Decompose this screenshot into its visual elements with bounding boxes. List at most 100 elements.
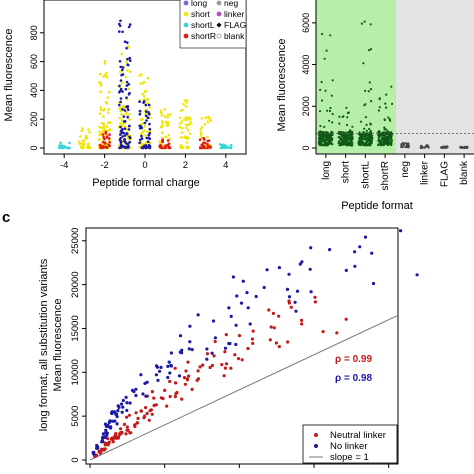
point-neutral-linker xyxy=(152,403,156,407)
legend-label-neutral-linker: Neutral linker xyxy=(330,430,386,441)
panel-top-right-point xyxy=(404,142,407,145)
panel-top-right-point xyxy=(466,146,469,150)
panel-top-right-point xyxy=(329,141,332,145)
panel-top-right-point xyxy=(389,142,392,145)
panel-top-left-point xyxy=(118,103,121,107)
point-no-linker xyxy=(113,419,117,423)
point-no-linker xyxy=(344,268,348,272)
panel-top-right-point xyxy=(386,130,389,133)
point-neutral-linker xyxy=(201,363,205,367)
panel-top-right-point xyxy=(351,135,354,138)
panel-top-left-point xyxy=(167,142,171,146)
panel-top-right-point xyxy=(389,119,392,122)
panel-top-left-xlabel: Peptide formal charge xyxy=(92,177,200,189)
point-no-linker xyxy=(308,267,312,271)
panel-top-right-point xyxy=(365,123,368,126)
point-neutral-linker xyxy=(187,374,191,378)
panel-top-left-point xyxy=(119,122,122,125)
panel-top-left-point xyxy=(182,136,186,139)
panel-top-right-point xyxy=(331,79,334,82)
panel-top-left-xtick-label: 2 xyxy=(183,160,188,171)
panel-top-left-point xyxy=(229,146,233,150)
point-neutral-linker xyxy=(180,397,184,401)
point-no-linker xyxy=(101,432,105,436)
panel-top-left-point xyxy=(118,84,121,88)
point-neutral-linker xyxy=(286,340,290,344)
panel-top-left-point xyxy=(127,144,130,148)
point-neutral-linker xyxy=(223,366,227,370)
panel-top-right-point xyxy=(346,116,349,119)
panel-top-left-point xyxy=(119,65,122,69)
point-neutral-linker xyxy=(240,358,244,362)
panel-top-right-point xyxy=(378,138,381,141)
legend-label-shortl: shortL xyxy=(191,20,215,30)
panel-top-left-point xyxy=(186,129,190,132)
panel-top-left-point xyxy=(142,82,145,85)
panel-top-left-point xyxy=(143,125,147,128)
panel-top-left-point xyxy=(121,128,124,131)
panel-top-left-point xyxy=(125,105,128,109)
panel-top-left-point xyxy=(59,141,62,145)
panel-top-left-point xyxy=(99,108,103,111)
panel-top-left-point xyxy=(142,100,146,103)
point-no-linker xyxy=(265,268,269,272)
panel-top-right-point xyxy=(345,123,349,127)
panel-top-right-point xyxy=(361,140,364,143)
panel-top-left-point xyxy=(168,146,172,149)
panel-top-right-point xyxy=(329,131,333,134)
point-no-linker xyxy=(371,281,376,286)
point-neutral-linker xyxy=(213,339,217,344)
panel-top-right-point xyxy=(358,133,361,136)
point-no-linker xyxy=(91,451,95,455)
panel-top-left-point xyxy=(104,73,107,77)
panel-top-right-point xyxy=(459,146,462,149)
point-neutral-linker xyxy=(344,317,348,321)
panel-top-right-point xyxy=(364,89,367,92)
point-no-linker xyxy=(169,364,173,368)
legend-dot-no-linker xyxy=(314,444,318,448)
panel-top-right-point xyxy=(324,89,327,92)
panel-top-left-point xyxy=(128,59,132,62)
point-no-linker xyxy=(370,251,374,255)
panel-bottom-legend: Neutral linker No linker slope = 1 xyxy=(302,424,398,464)
panel-top-left-point xyxy=(161,131,164,134)
panel-top-right-point xyxy=(358,137,361,140)
point-neutral-linker xyxy=(251,329,255,333)
point-no-linker xyxy=(144,394,148,398)
panel-top-right-point xyxy=(324,141,327,144)
panel-top-left-point xyxy=(61,146,64,149)
point-no-linker xyxy=(353,264,357,268)
point-no-linker xyxy=(180,348,184,352)
point-no-linker xyxy=(169,351,173,355)
panel-top-right-point xyxy=(321,32,324,36)
panel-top-left-point xyxy=(102,115,105,118)
point-no-linker xyxy=(309,246,313,250)
panel-top-left-point xyxy=(161,121,164,125)
panel-top-left-point xyxy=(103,62,107,65)
panel-top-left-point xyxy=(79,135,82,138)
panel-top-right-point xyxy=(366,133,369,136)
panel-top-right-point xyxy=(444,145,447,148)
panel-top-left-point xyxy=(128,56,132,60)
panel-top-right-point xyxy=(370,136,374,139)
point-no-linker xyxy=(205,347,209,351)
panel-top-left-point xyxy=(68,141,71,145)
point-neutral-linker xyxy=(184,369,188,373)
panel-top-right-point xyxy=(320,143,323,147)
panel-top-right-xtick-label: shortR xyxy=(380,161,391,190)
panel-top-left-point xyxy=(118,116,122,120)
panel-top-left-point xyxy=(142,95,146,98)
panel-top-right-point xyxy=(331,121,334,124)
point-neutral-linker xyxy=(205,352,209,356)
point-neutral-linker xyxy=(268,338,272,342)
panel-top-left-point xyxy=(159,109,163,113)
panel-top-left-point xyxy=(145,119,148,122)
panel-top-right-point xyxy=(369,88,373,91)
panel-top-right-point xyxy=(328,133,331,136)
panel-top-right-point xyxy=(319,88,322,91)
panel-top-left-point xyxy=(107,90,111,94)
point-neutral-linker xyxy=(313,300,317,304)
point-neutral-linker xyxy=(271,311,275,315)
panel-top-left-point xyxy=(185,145,189,148)
